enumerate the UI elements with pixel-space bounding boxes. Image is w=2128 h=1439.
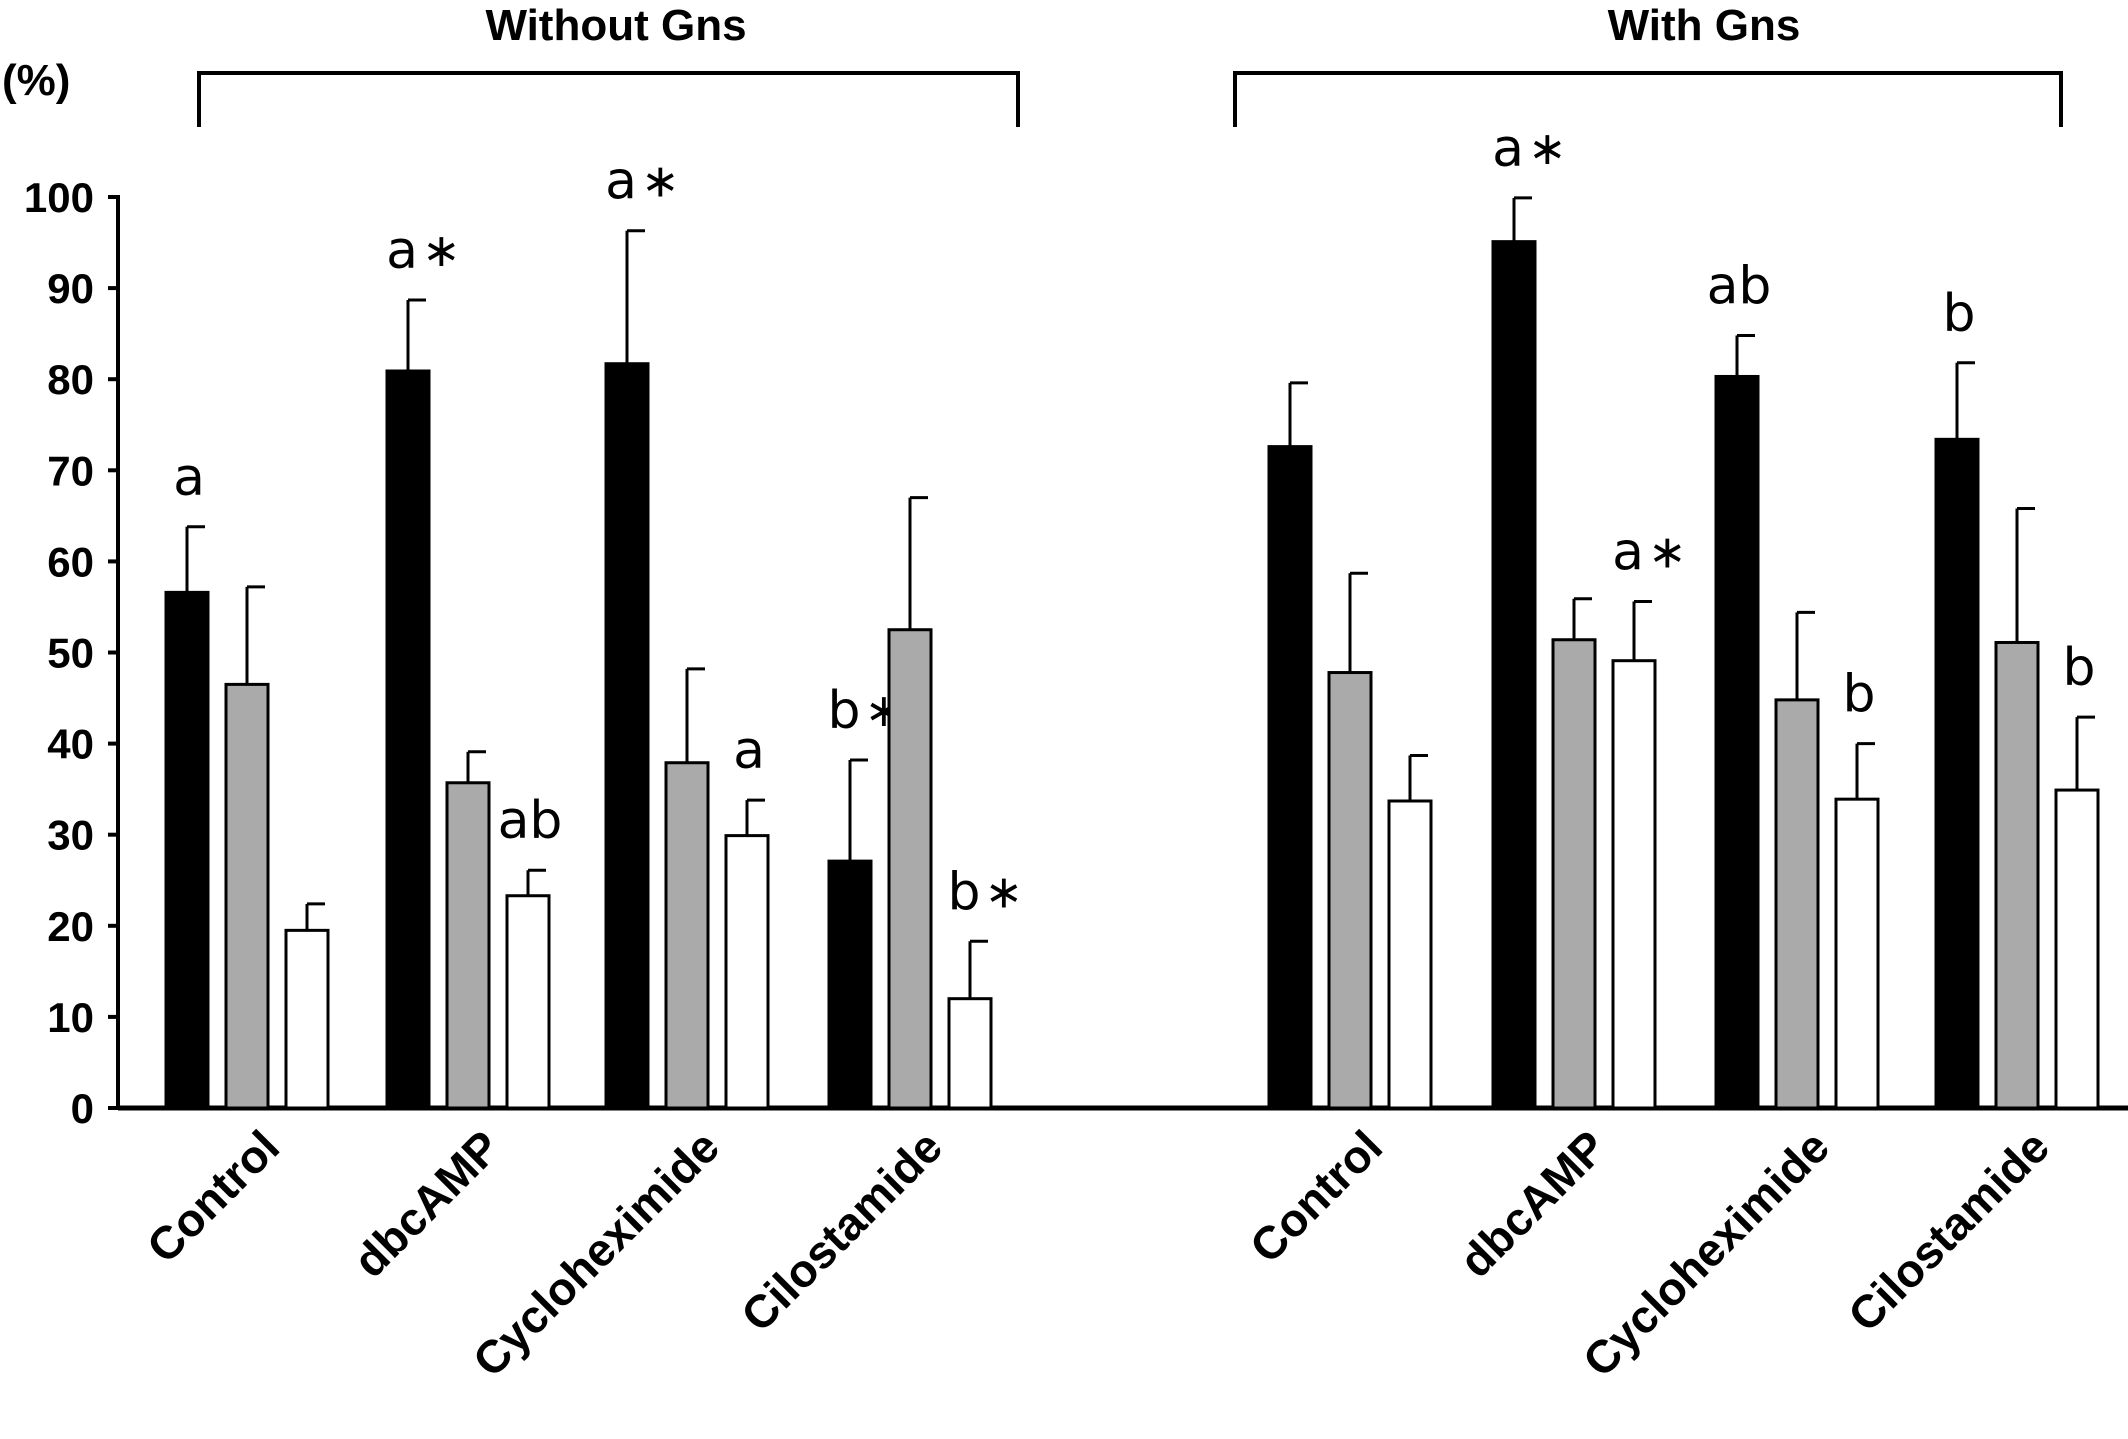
bar [1611,659,1657,1110]
significance-label: a [605,152,637,212]
bar [445,781,491,1110]
bar [505,894,551,1110]
bar [1267,445,1313,1110]
bar [1714,374,1760,1110]
significance-label: a [173,448,205,508]
bar [385,369,431,1110]
bar [1834,797,1880,1110]
bar [164,590,210,1110]
y-tick-label: 30 [47,812,94,859]
bar [1327,671,1373,1110]
significance-label: b [947,862,980,922]
y-tick-label: 40 [47,721,94,768]
y-axis-unit-label: (%) [2,56,70,105]
y-tick-label: 20 [47,903,94,950]
y-tick-label: 100 [24,174,94,221]
x-category-label: Control [1240,1120,1392,1272]
group-title: Without Gns [485,1,746,50]
significance-label: b [827,681,860,741]
bar [1774,698,1820,1110]
x-category-label: Cilostamide [731,1120,952,1341]
significance-label: b [2062,638,2095,698]
x-category-label: dbcAMP [1449,1120,1616,1287]
bar [947,997,993,1110]
significance-star: ∗ [641,154,680,208]
significance-label: b [1942,284,1975,344]
significance-label: a [386,221,418,281]
group-bracket [197,71,1020,127]
bar [1491,240,1537,1110]
bar [2054,788,2100,1110]
y-tick-label: 60 [47,538,94,585]
y-tick-label: 80 [47,356,94,403]
x-category-label: Control [137,1120,289,1272]
bar [224,682,270,1110]
bar [284,928,330,1110]
significance-label: b [1842,665,1875,725]
y-tick-label: 90 [47,265,94,312]
group-title: With Gns [1608,1,1801,50]
bar [887,628,933,1110]
x-category-label: Cilostamide [1838,1120,2059,1341]
significance-label: a [1612,522,1644,582]
significance-label: a [733,721,765,781]
bar [604,362,650,1110]
significance-star: ∗ [1648,524,1687,578]
significance-star: ∗ [985,864,1024,918]
bar [724,834,770,1110]
significance-star: ∗ [422,223,461,277]
significance-label: a [1492,119,1524,179]
bar [1934,437,1980,1110]
y-tick-label: 70 [47,447,94,494]
bar [1387,799,1433,1110]
group-bracket [1233,71,2063,127]
y-tick-label: 0 [71,1085,94,1132]
significance-label: ab [498,791,563,851]
bar [1994,640,2040,1110]
bar [664,761,710,1110]
y-tick-label: 50 [47,630,94,677]
significance-label: ab [1707,256,1772,316]
significance-star: ∗ [1528,121,1567,175]
bar [1551,638,1597,1110]
x-category-label: dbcAMP [343,1120,510,1287]
y-tick-label: 10 [47,994,94,1041]
bar [827,859,873,1110]
